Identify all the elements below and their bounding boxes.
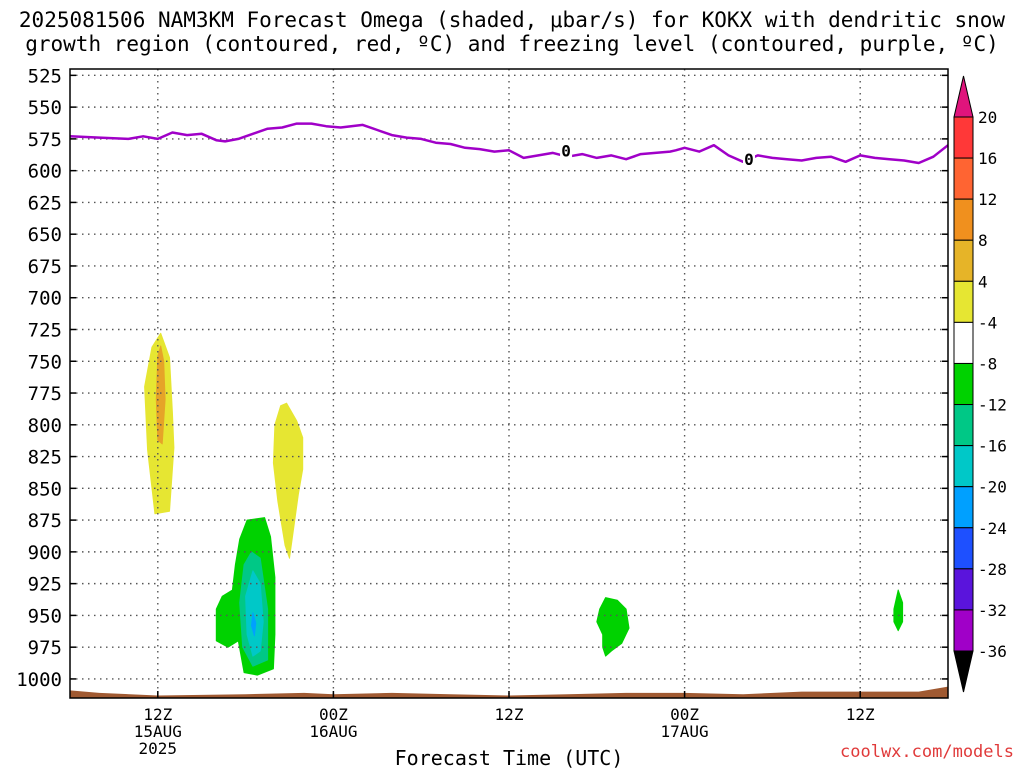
y-tick-label: 700 (28, 288, 62, 310)
colorbar-swatch (953, 239, 974, 282)
y-axis: 525 550 575 600 625 650 675 700 725 750 775 800 825 8… (16, 65, 948, 691)
y-tick-label: 950 (28, 605, 62, 627)
colorbar-label: -20 (978, 478, 1007, 497)
colorbar-bottom-triangle (953, 650, 974, 693)
colorbar-top-triangle (953, 75, 974, 118)
omega-region-6 (245, 570, 264, 657)
colorbar-swatch (953, 116, 974, 159)
colorbar: 20 16 12 8 4 -4 -8 -12 -16 -20 -24 -28 -32 -36 (953, 75, 1007, 693)
contour-label-bg (742, 151, 755, 168)
chart-title-line-2: growth region (contoured, red, ºC) and f… (25, 32, 999, 56)
chart-title-line-1: 2025081506 NAM3KM Forecast Omega (shaded… (18, 8, 1006, 32)
y-tick-label: 900 (28, 542, 62, 564)
colorbar-label: 20 (978, 108, 997, 127)
y-tick-label: 875 (28, 510, 62, 532)
x-tick-label: 2025 (139, 739, 178, 758)
omega-region-7 (251, 612, 257, 637)
ground-surface (70, 686, 948, 698)
omega-region-9 (893, 589, 904, 632)
colorbar-swatch (953, 280, 974, 323)
colorbar-swatch (953, 568, 974, 611)
colorbar-label: -28 (978, 560, 1007, 579)
colorbar-swatch (953, 527, 974, 570)
colorbar-swatch (953, 404, 974, 447)
x-axis-label: Forecast Time (UTC) (395, 746, 624, 768)
colorbar-label: 16 (978, 149, 997, 168)
y-tick-label: 575 (28, 129, 62, 151)
x-tick-label: 12Z (143, 705, 172, 724)
x-tick-label: 00Z (670, 705, 699, 724)
colorbar-swatch (953, 321, 974, 364)
freezing-level-line (69, 122, 949, 165)
y-tick-label: 625 (28, 192, 62, 214)
colorbar-label: -36 (978, 642, 1007, 661)
omega-shading (144, 332, 904, 676)
x-tick-label: 17AUG (661, 722, 709, 741)
colorbar-label: -32 (978, 601, 1007, 620)
y-tick-label: 975 (28, 637, 62, 659)
ground-fill (70, 686, 948, 698)
watermark-text: coolwx.com/models (840, 742, 1014, 762)
colorbar-swatch (953, 609, 974, 652)
x-tick-label: 12Z (495, 705, 524, 724)
y-tick-label: 725 (28, 319, 62, 341)
contour-label: 0 (744, 150, 754, 169)
y-tick-label: 750 (28, 351, 62, 373)
omega-region-8 (596, 597, 630, 657)
contour-label-bg (560, 142, 573, 159)
colorbar-swatch (953, 362, 974, 406)
y-tick-label: 650 (28, 224, 62, 246)
y-tick-label: 675 (28, 256, 62, 278)
colorbar-swatch (953, 445, 974, 488)
colorbar-swatch (953, 157, 974, 200)
y-tick-label: 1000 (16, 669, 62, 691)
colorbar-label: 8 (978, 231, 988, 250)
y-tick-label: 925 (28, 574, 62, 596)
y-tick-label: 850 (28, 478, 62, 500)
y-tick-label: 775 (28, 383, 62, 405)
colorbar-swatch (953, 198, 974, 241)
y-tick-label: 600 (28, 161, 62, 183)
x-tick-label: 12Z (846, 705, 875, 724)
x-tick-label: 15AUG (134, 722, 182, 741)
y-tick-label: 550 (28, 97, 62, 119)
colorbar-label: -8 (978, 354, 997, 373)
omega-region-3 (272, 402, 304, 559)
y-tick-label: 800 (28, 415, 62, 437)
grid-lines (70, 69, 948, 698)
colorbar-label: -12 (978, 396, 1007, 415)
y-tick-label: 525 (28, 65, 62, 87)
x-tick-label: 16AUG (309, 722, 357, 741)
y-tick-label: 825 (28, 447, 62, 469)
colorbar-label: 4 (978, 272, 988, 291)
colorbar-label: -4 (978, 313, 997, 332)
colorbar-swatch (953, 486, 974, 529)
colorbar-label: 12 (978, 190, 997, 209)
x-tick-label: 00Z (319, 705, 348, 724)
colorbar-label: -16 (978, 437, 1007, 456)
colorbar-label: -24 (978, 519, 1007, 538)
contour-label: 0 (561, 141, 571, 160)
